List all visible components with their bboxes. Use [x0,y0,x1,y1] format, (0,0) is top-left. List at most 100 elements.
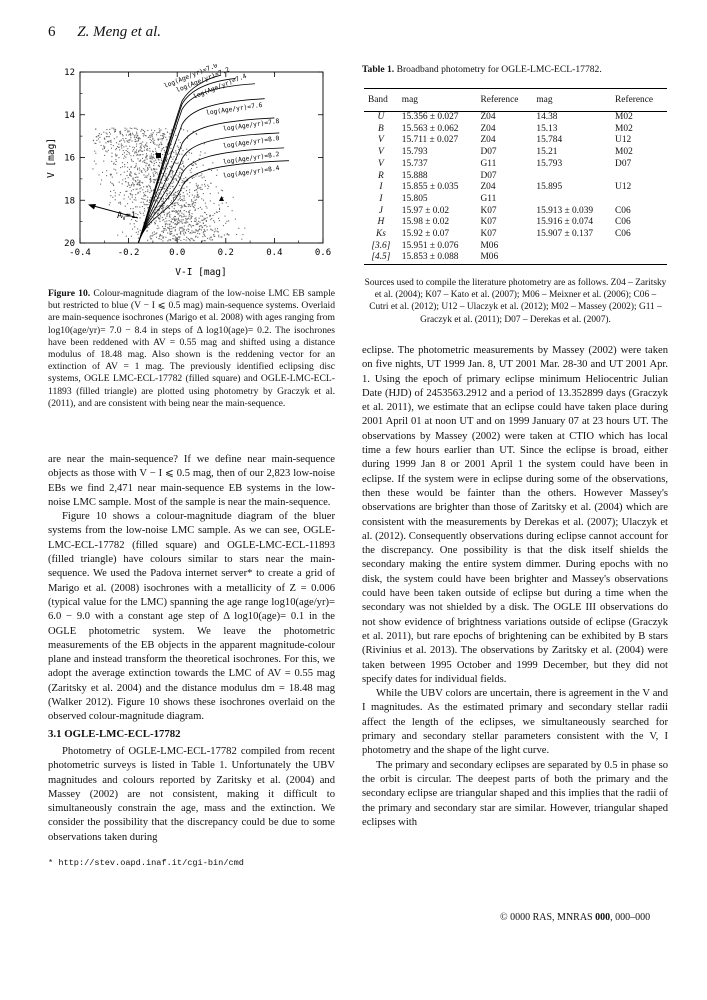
table-row: B 15.563 ± 0.062 Z04 15.13 M02 [364,124,667,136]
scatter-point [160,211,162,213]
scatter-point [132,194,134,196]
scatter-point [193,206,195,208]
scatter-point [125,181,127,183]
scatter-point [177,213,179,215]
reference-cell: C06 [615,217,631,228]
scatter-point [181,222,183,224]
scatter-point [171,206,173,208]
scatter-point [103,137,106,139]
scatter-point [134,173,136,175]
figure-caption-label: Figure 10. [48,288,91,299]
scatter-point [142,198,144,200]
scatter-point [165,190,167,192]
scatter-point [180,214,182,217]
scatter-point [218,207,221,209]
scatter-point [108,131,111,133]
scatter-point [152,151,154,153]
scatter-point [133,223,135,225]
scatter-point [157,225,159,227]
scatter-point [147,189,149,191]
scatter-point [192,201,194,203]
scatter-point [164,223,166,225]
scatter-point [169,224,171,226]
scatter-point [110,139,112,141]
scatter-point [162,207,164,209]
scatter-point [155,192,157,194]
scatter-point [193,206,195,209]
scatter-point [191,213,193,215]
scatter-point [193,231,195,233]
scatter-point [125,137,127,140]
scatter-point [158,238,160,240]
mag-cell [532,252,612,266]
scatter-point [153,139,155,141]
scatter-point [216,211,218,214]
scatter-point [161,200,163,202]
scatter-point [194,209,196,212]
reddening-label: AV=1 [117,211,136,222]
cmd-figure: log(Age/yr)=7.0log(Age/yr)=7.2log(Age/yr… [46,64,331,278]
scatter-point [227,205,229,207]
scatter-point [126,153,128,155]
scatter-point [105,150,107,152]
left-column: are near the main-sequence? If we define… [48,453,335,845]
scatter-point [176,223,179,225]
scatter-point [152,141,154,143]
scatter-point [176,221,178,223]
scatter-point [197,223,199,225]
scatter-point [170,200,173,202]
scatter-point [114,153,117,155]
scatter-point [110,190,112,193]
scatter-point [158,146,160,148]
ecl-17782-square-marker [156,153,161,158]
scatter-point [166,158,168,160]
scatter-point [196,133,198,135]
scatter-point [156,213,158,215]
scatter-point [145,171,147,173]
scatter-point [175,158,177,160]
scatter-point [154,223,156,225]
scatter-point [160,238,162,240]
scatter-point [164,175,166,177]
isochrone-line [137,74,222,244]
scatter-point [135,181,137,183]
scatter-point [180,128,182,130]
scatter-point [153,206,155,208]
scatter-point [144,134,146,137]
scatter-point [177,180,179,182]
scatter-point [153,231,155,233]
scatter-point [171,218,173,220]
scatter-point [179,236,181,238]
scatter-point [149,192,151,194]
scatter-point [189,205,191,208]
scatter-point [158,131,160,134]
scatter-point [174,195,176,197]
scatter-point [175,191,177,193]
figure-caption: Figure 10. Colour-magnitude diagram of t… [48,288,335,410]
scatter-point [154,221,156,223]
scatter-point [129,127,131,129]
scatter-point [180,190,182,192]
scatter-point [167,153,169,155]
scatter-point [148,201,150,204]
mag-cell: 15.21 [536,147,558,158]
scatter-point [202,240,204,242]
scatter-point [138,184,140,186]
scatter-point [146,158,148,160]
col-mag-2: mag [532,88,612,112]
scatter-point [107,141,109,143]
scatter-point [163,168,165,170]
scatter-point [210,229,212,231]
scatter-point [151,169,153,171]
reference-cell [611,194,667,206]
band-cell: J [378,205,383,216]
scatter-point [149,155,151,157]
scatter-point [167,187,169,189]
isochrone-label: log(Age/yr)=8.2 [223,151,280,166]
scatter-point [195,229,197,231]
scatter-point [159,236,161,238]
scatter-point [120,167,122,169]
scatter-point [110,143,112,146]
scatter-point [183,129,185,131]
scatter-point [166,186,168,188]
